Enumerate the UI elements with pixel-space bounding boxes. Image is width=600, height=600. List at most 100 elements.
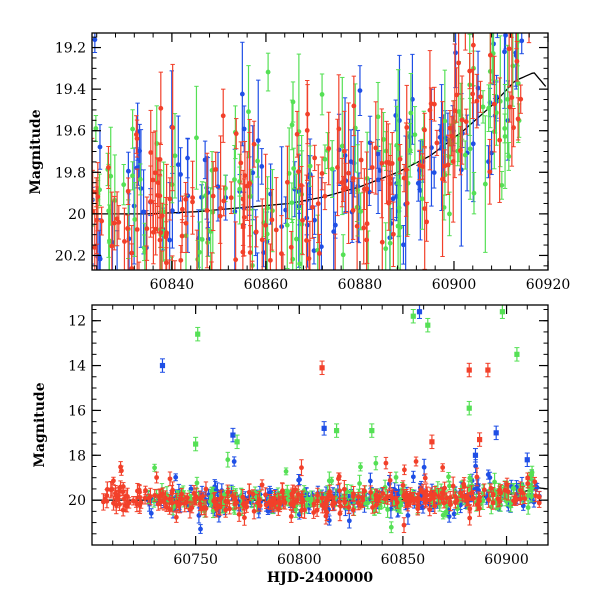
data-point	[179, 206, 185, 212]
data-point	[278, 321, 283, 326]
data-point	[99, 218, 105, 224]
data-point	[434, 140, 440, 146]
data-point	[354, 321, 359, 326]
data-point	[480, 104, 486, 110]
data-point	[390, 231, 396, 237]
data-point	[322, 193, 328, 199]
data-point	[244, 500, 250, 505]
outlier-point	[195, 331, 201, 337]
data-point	[447, 483, 452, 489]
data-point	[505, 96, 511, 102]
data-point	[241, 126, 247, 132]
data-point	[506, 154, 512, 159]
x-tick-label: 60750	[173, 552, 218, 568]
data-point	[255, 138, 261, 143]
data-point	[389, 161, 395, 166]
data-point	[471, 190, 477, 196]
data-point	[167, 237, 173, 243]
data-point	[183, 220, 189, 226]
data-point	[497, 137, 503, 143]
x-tick-label: 60900	[432, 277, 477, 293]
data-point	[329, 478, 334, 484]
data-point	[394, 142, 400, 148]
data-point	[357, 88, 363, 94]
data-point	[509, 22, 514, 27]
data-point	[342, 498, 347, 504]
data-point	[401, 242, 406, 248]
data-point	[481, 487, 487, 493]
data-point	[423, 488, 429, 494]
top-panel: 60840 60860 60880 60900 60920 19.219.419.619…	[28, 22, 570, 326]
data-point	[440, 512, 446, 518]
data-point	[488, 485, 494, 491]
data-point	[257, 503, 263, 509]
outlier-point	[466, 367, 472, 373]
data-point	[294, 131, 300, 137]
data-point	[368, 490, 374, 495]
data-point	[116, 493, 121, 499]
data-point	[444, 495, 450, 501]
series-red	[101, 456, 542, 534]
data-point	[236, 511, 242, 517]
data-point	[473, 463, 479, 469]
outlier-point	[369, 428, 375, 434]
data-point	[529, 484, 535, 490]
data-point	[109, 486, 115, 492]
data-point	[164, 504, 170, 510]
data-point	[286, 497, 291, 503]
data-point	[250, 491, 256, 497]
data-point	[319, 92, 325, 97]
data-point	[305, 111, 310, 117]
data-point	[407, 147, 413, 153]
data-point	[463, 119, 469, 125]
data-point	[474, 474, 480, 480]
data-point	[188, 486, 194, 492]
data-point	[458, 167, 464, 173]
data-point	[133, 132, 139, 137]
data-point	[173, 514, 179, 520]
data-point	[375, 151, 381, 157]
data-point	[223, 507, 229, 513]
data-point	[413, 459, 419, 464]
data-point	[487, 52, 493, 58]
data-point	[134, 136, 140, 141]
outlier-point	[234, 439, 240, 445]
data-point	[357, 502, 363, 508]
x-tick-label: 60880	[338, 277, 383, 293]
data-point	[471, 495, 477, 501]
data-point	[388, 493, 394, 499]
data-point	[265, 508, 271, 514]
data-point	[176, 500, 181, 506]
data-point	[138, 186, 144, 191]
data-point	[137, 177, 143, 182]
data-point	[273, 227, 279, 233]
data-point	[144, 272, 149, 277]
data-point	[382, 496, 388, 502]
data-point	[341, 148, 347, 154]
data-point	[225, 457, 231, 463]
x-tick-label: 60840	[150, 277, 195, 293]
data-point	[95, 194, 101, 200]
data-point	[268, 489, 274, 495]
data-point	[190, 199, 195, 205]
data-point	[447, 211, 452, 217]
data-point	[452, 108, 458, 114]
data-point	[485, 472, 491, 477]
data-point	[341, 486, 347, 492]
data-point	[199, 237, 205, 242]
y-tick-label: 20.2	[55, 248, 86, 264]
data-point	[421, 496, 427, 502]
data-point	[299, 508, 305, 513]
data-point	[152, 170, 158, 176]
data-point	[290, 99, 296, 105]
data-point	[93, 126, 99, 131]
data-point	[490, 500, 496, 506]
data-point	[256, 497, 262, 502]
data-point	[519, 38, 525, 44]
y-tick-label: 20	[68, 207, 86, 223]
data-point	[137, 489, 142, 495]
data-point	[367, 478, 373, 484]
data-point	[169, 208, 175, 214]
data-point	[335, 165, 340, 170]
outlier-point	[159, 362, 166, 369]
